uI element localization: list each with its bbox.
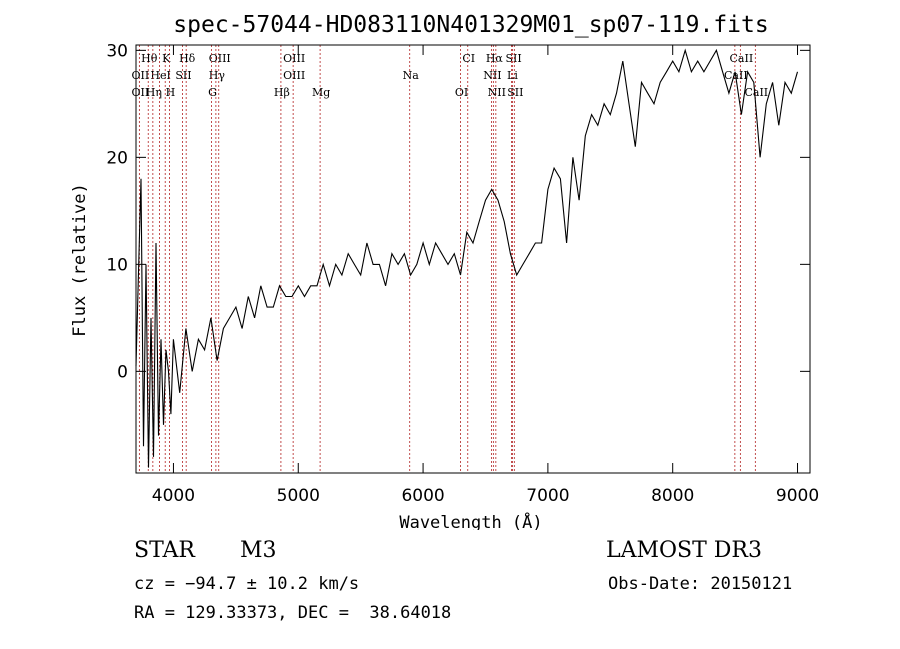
plot-frame — [135, 44, 811, 474]
line-marker-label: Na — [403, 69, 420, 82]
coordinates-readout: RA = 129.33373, DEC = 38.64018 — [134, 603, 452, 623]
line-marker-label: K — [162, 52, 171, 65]
observation-date: Obs-Date: 20150121 — [608, 574, 793, 594]
x-tick-label: 9000 — [776, 486, 819, 506]
line-marker-label: SII — [507, 86, 523, 99]
line-marker-label: Li — [507, 69, 518, 82]
y-axis-label: Flux (relative) — [70, 183, 90, 337]
line-marker-label: Hδ — [179, 52, 196, 65]
y-tick-label: 30 — [106, 41, 128, 61]
x-tick-label: 8000 — [651, 486, 694, 506]
y-tick-label: 0 — [117, 362, 128, 382]
x-axis-label: Wavelength (Å) — [399, 511, 542, 530]
y-tick-label: 20 — [106, 148, 128, 168]
line-marker-label: OIII — [209, 52, 231, 65]
line-marker-label: Hγ — [209, 69, 226, 82]
line-marker-label: Hβ — [274, 86, 290, 99]
line-marker-label: SII — [505, 52, 521, 65]
line-marker-label: OII — [132, 69, 150, 82]
line-marker-label: H — [166, 86, 176, 99]
line-marker-label: Mg — [312, 86, 330, 99]
line-marker-label: G — [208, 86, 217, 99]
object-class: STAR — [134, 538, 195, 563]
line-marker-label: OIII — [283, 69, 305, 82]
spectrum-plot: spec-57044-HD083110N401329M01_sp07-119.f… — [70, 12, 819, 530]
survey-name: LAMOST DR3 — [606, 538, 762, 563]
line-marker-label: CI — [462, 52, 475, 65]
x-tick-label: 7000 — [526, 486, 569, 506]
line-marker-label: CaII — [744, 86, 768, 99]
line-marker-label: NII — [483, 69, 501, 82]
x-tick-label: 6000 — [401, 486, 444, 506]
y-axis: 0 10 20 30 — [106, 41, 810, 382]
line-marker-label: Hα — [486, 52, 504, 65]
y-tick-label: 10 — [106, 255, 128, 275]
x-tick-label: 4000 — [152, 486, 195, 506]
spectrum-line — [135, 48, 799, 468]
object-subclass: M3 — [240, 538, 277, 563]
line-marker-label: OI — [455, 86, 468, 99]
x-tick-label: 5000 — [277, 486, 320, 506]
redshift-readout: cz = −94.7 ± 10.2 km/s — [134, 574, 360, 594]
line-marker-label: OIII — [283, 52, 305, 65]
line-marker-label: NII — [488, 86, 506, 99]
line-marker-label: Hη — [146, 86, 162, 99]
line-marker-label: CaII — [730, 52, 754, 65]
line-marker-label: SII — [175, 69, 191, 82]
line-marker-label: Hθ — [141, 52, 158, 65]
chart-title: spec-57044-HD083110N401329M01_sp07-119.f… — [173, 12, 768, 38]
x-axis: 4000 5000 6000 7000 8000 9000 — [152, 45, 819, 506]
line-marker-label: HeI — [150, 69, 170, 82]
